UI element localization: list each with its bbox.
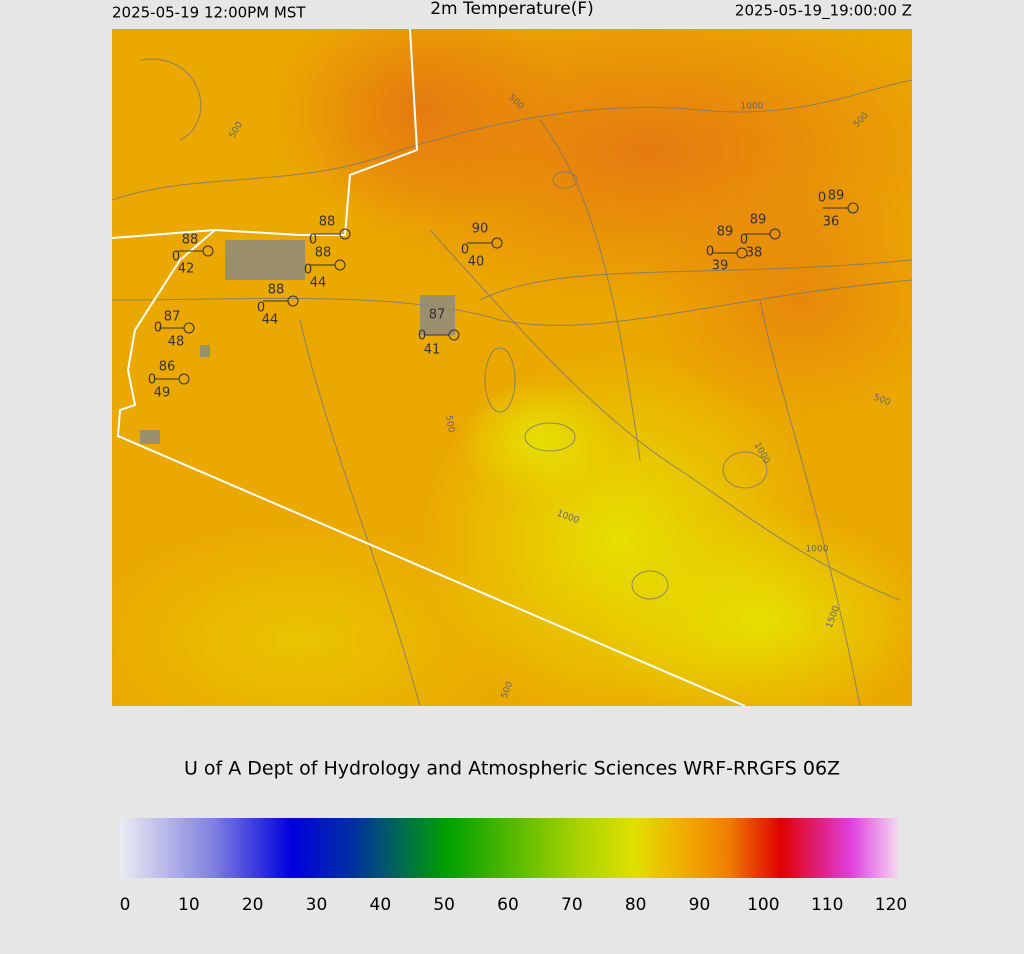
colorbar-tick-label: 100	[747, 895, 779, 915]
temperature: 89	[717, 225, 734, 240]
temperature: 89	[750, 213, 767, 228]
temperature: 88	[182, 233, 199, 248]
temperature: 87	[164, 310, 181, 325]
colorbar-tick-label: 10	[178, 895, 200, 915]
wind-speed: 0	[172, 250, 180, 265]
map-title: 2m Temperature(F)	[430, 0, 594, 19]
wind-speed: 0	[818, 191, 826, 206]
colorbar-tick-label: 40	[370, 895, 392, 915]
dewpoint: 38	[746, 246, 763, 261]
colorbar-tick-label: 70	[561, 895, 583, 915]
colorbar	[120, 818, 898, 878]
footer-credit: U of A Dept of Hydrology and Atmospheric…	[184, 758, 840, 780]
dewpoint: 44	[310, 276, 327, 291]
valid-time-local: 2025-05-19 12:00PM MST	[112, 4, 306, 22]
temperature: 89	[828, 189, 845, 204]
colorbar-tick-label: 80	[625, 895, 647, 915]
temperature-field	[112, 29, 912, 706]
colorbar-tick-label: 50	[433, 895, 455, 915]
dewpoint: 36	[823, 215, 840, 230]
wind-speed: 0	[148, 373, 156, 388]
contour-label: 500	[443, 415, 456, 434]
colorbar-tick-label: 90	[689, 895, 711, 915]
colorbar-tick-label: 110	[811, 895, 843, 915]
temperature: 88	[319, 215, 336, 230]
colorbar-tick-label: 30	[306, 895, 328, 915]
wind-speed: 0	[461, 243, 469, 258]
temperature: 86	[159, 360, 176, 375]
wind-speed: 0	[154, 321, 162, 336]
wind-speed: 0	[418, 329, 426, 344]
dewpoint: 40	[468, 255, 485, 270]
wind-speed: 0	[257, 301, 265, 316]
contour-label: 1000	[806, 545, 829, 555]
dewpoint: 44	[262, 313, 279, 328]
colorbar-tick-label: 60	[497, 895, 519, 915]
contour-label: 1000	[741, 102, 764, 112]
wind-speed: 0	[706, 245, 714, 260]
colorbar-tick-label: 120	[875, 895, 907, 915]
dewpoint: 41	[424, 343, 441, 358]
wind-speed: 0	[740, 233, 748, 248]
dewpoint: 39	[712, 259, 729, 274]
dewpoint: 48	[168, 335, 185, 350]
wind-speed: 0	[309, 233, 317, 248]
station-plots: 8804288088044880448704886049900408704189…	[148, 189, 859, 401]
dewpoint: 49	[154, 386, 171, 401]
temperature: 87	[429, 308, 446, 323]
dewpoint: 42	[178, 262, 195, 277]
temperature: 90	[472, 222, 489, 237]
colorbar-tick-label: 20	[242, 895, 264, 915]
temperature: 88	[268, 283, 285, 298]
colorbar-ticks: 0 10 20 30 40 50 60 70 80 90 100 110 120	[120, 895, 908, 915]
colorbar-tick-label: 0	[120, 895, 131, 915]
temperature: 88	[315, 246, 332, 261]
wind-speed: 0	[304, 263, 312, 278]
valid-time-utc: 2025-05-19_19:00:00 Z	[735, 2, 912, 21]
